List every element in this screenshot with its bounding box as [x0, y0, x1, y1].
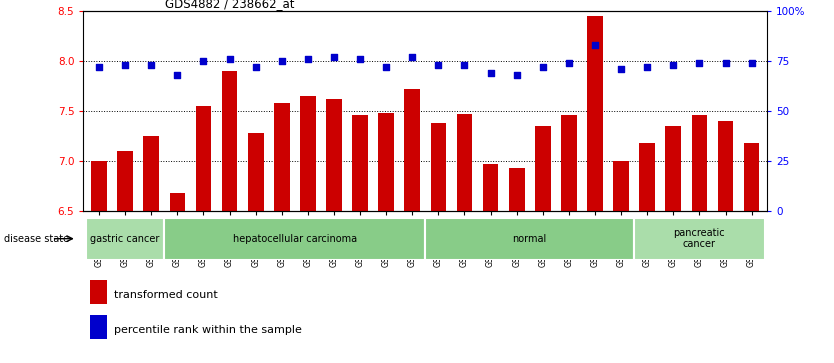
- Point: [588, 42, 601, 48]
- Bar: [169, 192, 185, 211]
- Bar: [509, 168, 525, 211]
- Point: [510, 72, 524, 78]
- Point: [223, 56, 236, 62]
- Point: [458, 62, 471, 68]
- Bar: [143, 136, 159, 211]
- Bar: [90, 280, 108, 304]
- Text: hepatocellular carcinoma: hepatocellular carcinoma: [233, 234, 357, 244]
- Bar: [300, 96, 316, 211]
- Bar: [744, 143, 760, 211]
- Point: [93, 64, 106, 70]
- Bar: [634, 218, 765, 260]
- Bar: [222, 71, 238, 211]
- Bar: [404, 89, 420, 211]
- Bar: [430, 123, 446, 211]
- Bar: [561, 115, 577, 211]
- Bar: [164, 218, 425, 260]
- Text: GDS4882 / 238662_at: GDS4882 / 238662_at: [165, 0, 295, 10]
- Point: [693, 60, 706, 66]
- Point: [379, 64, 393, 70]
- Point: [745, 60, 758, 66]
- Bar: [379, 113, 394, 211]
- Point: [144, 62, 158, 68]
- Point: [171, 72, 184, 78]
- Point: [484, 70, 497, 76]
- Text: percentile rank within the sample: percentile rank within the sample: [114, 325, 302, 335]
- Bar: [425, 218, 634, 260]
- Point: [666, 62, 680, 68]
- Bar: [90, 315, 108, 339]
- Bar: [118, 151, 133, 211]
- Text: gastric cancer: gastric cancer: [90, 234, 160, 244]
- Point: [249, 64, 263, 70]
- Point: [354, 56, 367, 62]
- Bar: [483, 164, 499, 211]
- Bar: [666, 126, 681, 211]
- Bar: [248, 132, 264, 211]
- Bar: [640, 143, 655, 211]
- Text: normal: normal: [513, 234, 547, 244]
- Point: [615, 66, 628, 72]
- Bar: [718, 121, 733, 211]
- Bar: [91, 160, 107, 211]
- Point: [197, 58, 210, 64]
- Bar: [274, 103, 289, 211]
- Text: pancreatic
cancer: pancreatic cancer: [674, 228, 726, 249]
- Bar: [691, 115, 707, 211]
- Bar: [613, 160, 629, 211]
- Point: [536, 64, 550, 70]
- Point: [405, 54, 419, 60]
- Point: [327, 54, 340, 60]
- Bar: [196, 106, 211, 211]
- Bar: [86, 218, 164, 260]
- Point: [301, 56, 314, 62]
- Point: [432, 62, 445, 68]
- Point: [719, 60, 732, 66]
- Text: transformed count: transformed count: [114, 290, 218, 299]
- Point: [118, 62, 132, 68]
- Bar: [457, 114, 472, 211]
- Point: [275, 58, 289, 64]
- Text: disease state: disease state: [4, 234, 69, 244]
- Bar: [326, 99, 342, 211]
- Bar: [535, 126, 550, 211]
- Bar: [587, 16, 603, 211]
- Point: [641, 64, 654, 70]
- Bar: [352, 115, 368, 211]
- Point: [562, 60, 575, 66]
